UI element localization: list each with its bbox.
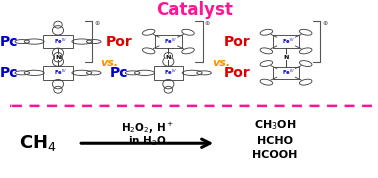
Text: Pc: Pc — [110, 66, 129, 80]
Text: ⊕: ⊕ — [204, 21, 210, 26]
Text: ⊕: ⊕ — [322, 21, 328, 26]
Text: N: N — [166, 55, 171, 60]
Text: Por: Por — [224, 66, 251, 80]
Text: H$_2$O$_2$, H$^+$: H$_2$O$_2$, H$^+$ — [121, 121, 174, 136]
Text: Catalyst: Catalyst — [156, 1, 232, 19]
Text: Pc: Pc — [0, 66, 18, 80]
Text: Por: Por — [106, 35, 133, 49]
Text: HCHO: HCHO — [257, 136, 293, 146]
Text: Fe$^{IV}$: Fe$^{IV}$ — [164, 68, 177, 77]
Text: vs.: vs. — [212, 58, 231, 68]
Text: CH$_3$OH: CH$_3$OH — [254, 118, 296, 132]
Text: Por: Por — [224, 35, 251, 49]
Text: CH$_4$: CH$_4$ — [19, 133, 57, 153]
Text: Fe$^{IV}$: Fe$^{IV}$ — [54, 36, 67, 46]
Text: N: N — [284, 55, 289, 60]
Text: HCOOH: HCOOH — [253, 150, 298, 160]
Text: Fe$^{IV}$: Fe$^{IV}$ — [54, 68, 67, 77]
Text: Fe$^{IV}$: Fe$^{IV}$ — [282, 36, 295, 46]
FancyBboxPatch shape — [5, 2, 378, 106]
Text: N: N — [55, 55, 61, 60]
Text: Fe$^{IV}$: Fe$^{IV}$ — [282, 68, 295, 77]
Text: in H$_2$O: in H$_2$O — [128, 134, 167, 148]
Text: Pc: Pc — [0, 35, 18, 49]
Text: vs.: vs. — [101, 58, 119, 68]
Text: Fe$^{IV}$: Fe$^{IV}$ — [164, 36, 177, 46]
Text: ⊕: ⊕ — [94, 21, 99, 26]
